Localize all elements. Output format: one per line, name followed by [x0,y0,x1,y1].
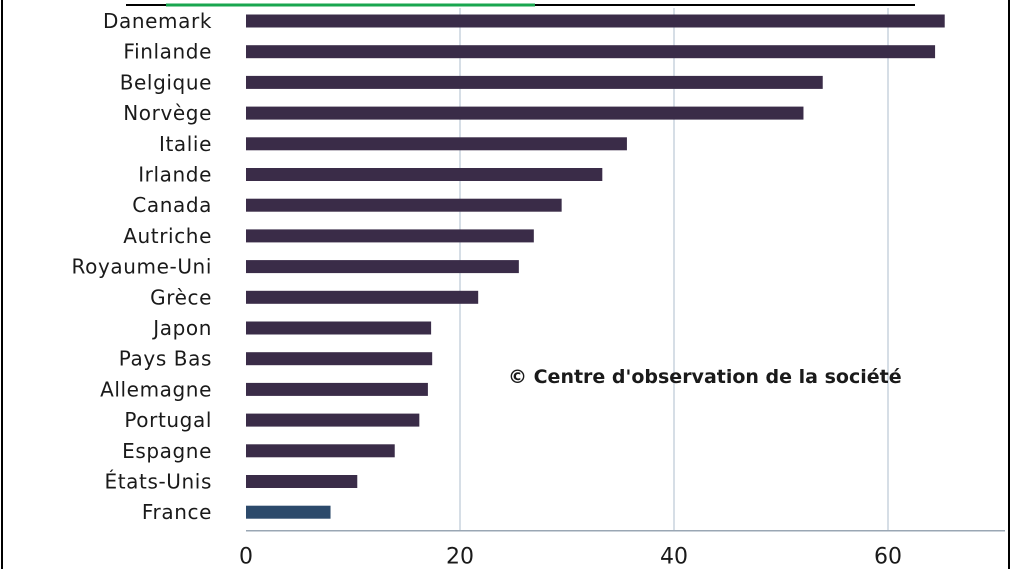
bar [246,382,428,396]
category-label: Royaume-Uni [72,255,212,279]
x-tick-label: 60 [874,545,902,569]
category-label: Grèce [150,285,212,309]
category-label: Portugal [124,408,212,432]
x-tick-labels: 0 20 40 60 [239,545,902,569]
bar [246,14,945,28]
bar [246,260,519,274]
bar [246,168,603,181]
category-label: Norvège [123,101,212,125]
bar [246,475,358,488]
category-label: Irlande [138,163,212,187]
bar [246,198,562,212]
category-label: Espagne [122,439,212,463]
x-tick-label: 20 [446,545,474,569]
category-label: Italie [159,132,212,156]
bar [246,45,936,59]
bars [246,14,945,519]
category-label: Finlande [123,40,212,64]
category-label: Japon [151,316,212,340]
x-tick-label: 40 [660,545,688,569]
category-label: Belgique [120,70,212,94]
bar [246,137,627,151]
category-label: Allemagne [100,377,212,401]
x-tick-label: 0 [239,545,253,569]
category-label: Canada [132,193,212,217]
category-label: France [142,500,212,524]
source-annotation: © Centre d'observation de la société [508,366,902,388]
bar [246,290,479,304]
category-label: Danemark [103,9,212,33]
bar [246,444,395,458]
category-label: États-Unis [104,470,212,494]
bar [246,321,432,335]
category-labels: Danemark Finlande Belgique Norvège Italie Irl… [72,9,212,524]
bar [246,352,433,366]
category-label: Autriche [123,224,212,248]
bar [246,229,534,243]
bar [246,505,331,519]
bar [246,413,420,427]
category-label: Pays Bas [119,347,212,371]
bar [246,75,823,89]
bar [246,106,804,120]
